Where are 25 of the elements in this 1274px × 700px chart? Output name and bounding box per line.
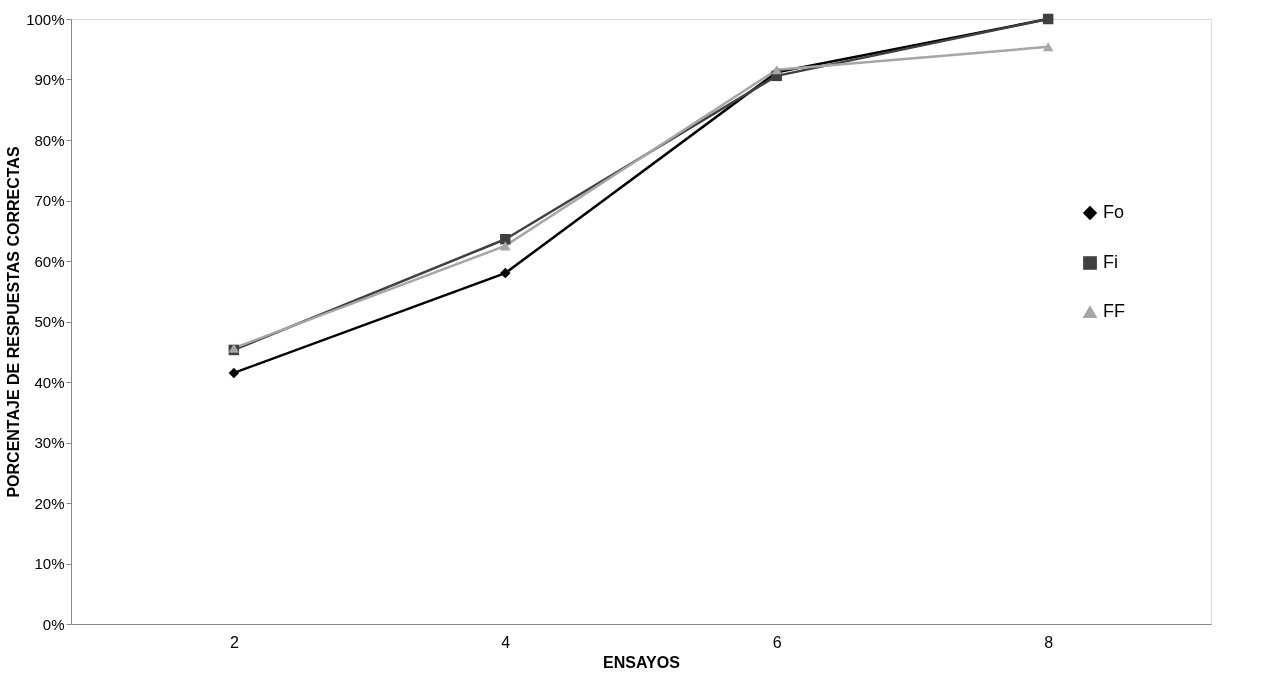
point bbox=[500, 233, 511, 245]
y-tick-label: 80% bbox=[34, 131, 65, 149]
x-tick-label: 6 bbox=[772, 633, 782, 651]
x-tick-label: 4 bbox=[501, 633, 511, 651]
legend-label: Fo bbox=[1103, 202, 1125, 222]
y-tick-label: 40% bbox=[34, 373, 65, 391]
x-tick-label: 8 bbox=[1044, 633, 1054, 651]
y-tick-label: 90% bbox=[34, 71, 65, 88]
y-tick-label: 60% bbox=[34, 252, 65, 270]
x-axis-title: ENSAYOS bbox=[603, 653, 681, 671]
point bbox=[500, 267, 511, 279]
point bbox=[1042, 42, 1054, 52]
y-tick-label: 30% bbox=[34, 434, 65, 451]
y-tick-label: 100% bbox=[26, 10, 65, 28]
y-tick-label: 20% bbox=[34, 494, 65, 512]
y-tick-label: 0% bbox=[42, 615, 65, 633]
y-tick-label: 10% bbox=[34, 555, 65, 572]
x-tick-label: 2 bbox=[229, 633, 239, 651]
legend-label: Fi bbox=[1103, 252, 1118, 272]
y-tick-label: 70% bbox=[34, 192, 65, 209]
y-axis-title: PORCENTAJE DE RESPUESTAS CORRECTAS bbox=[5, 146, 23, 498]
y-tick-label: 50% bbox=[34, 313, 65, 330]
legend-label: FF bbox=[1103, 301, 1125, 321]
point bbox=[228, 367, 240, 379]
point bbox=[500, 241, 511, 251]
